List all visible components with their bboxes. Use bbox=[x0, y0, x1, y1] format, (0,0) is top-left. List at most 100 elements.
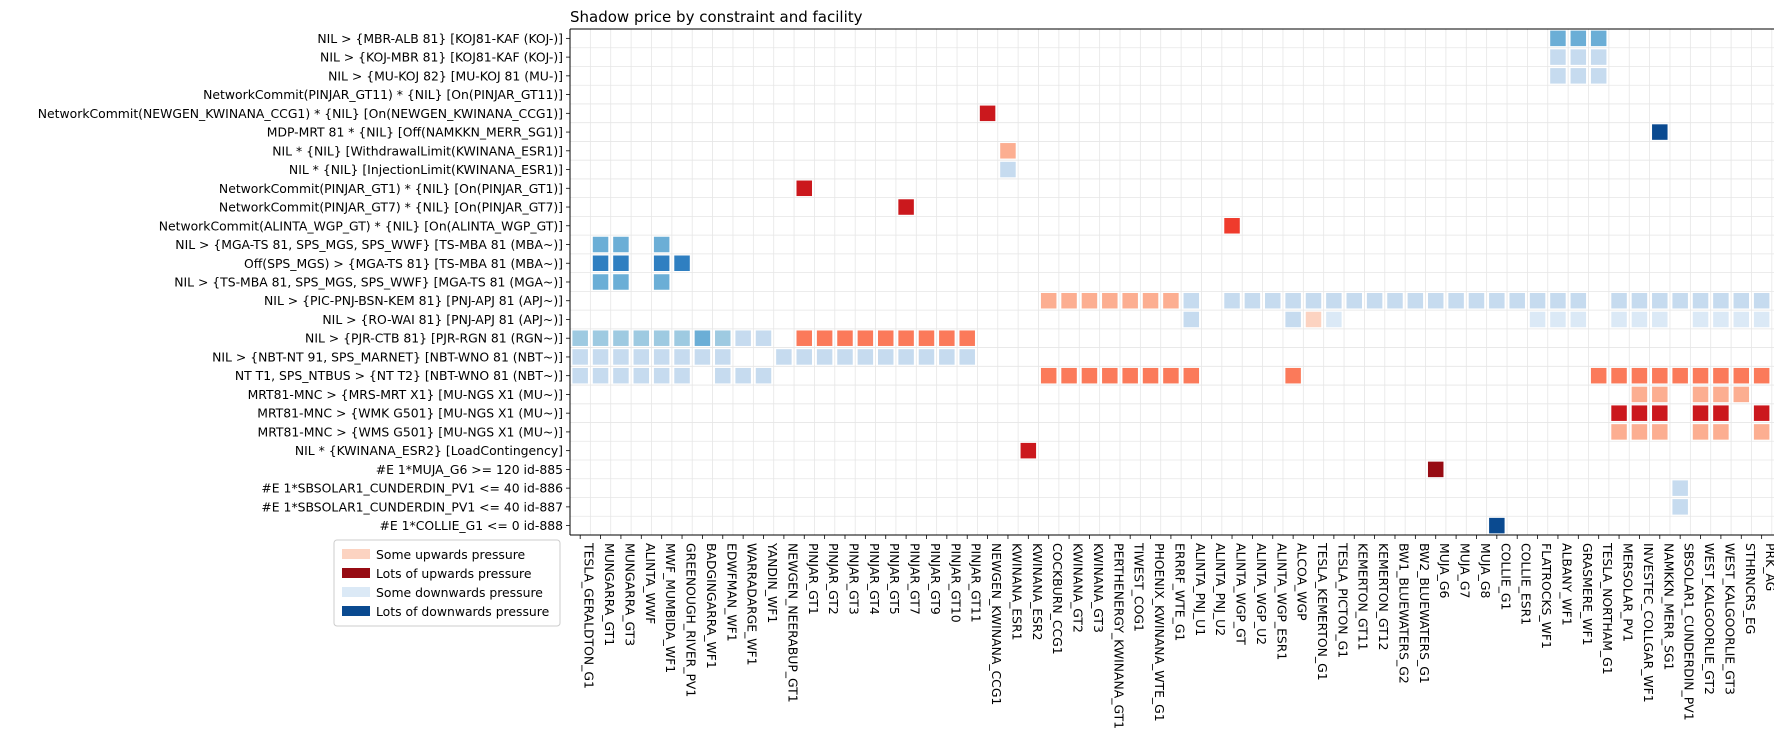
column-label: WARRADARGE_WF1 bbox=[745, 543, 760, 666]
heatmap-cell bbox=[1611, 312, 1627, 328]
heatmap-cell bbox=[1000, 143, 1016, 159]
column-label: COLLIE_ESR1 bbox=[1519, 543, 1534, 625]
heatmap-cell bbox=[1367, 293, 1383, 309]
heatmap-cell bbox=[797, 349, 813, 365]
heatmap-cell bbox=[634, 368, 650, 384]
heatmap-cell bbox=[837, 349, 853, 365]
column-label: EDWFMAN_WF1 bbox=[724, 543, 739, 642]
column-label: COCKBURN_CCG1 bbox=[1050, 543, 1065, 655]
row-label: MRT81-MNC > {WMS G501} [MU-NGS X1 (MU~)] bbox=[258, 424, 563, 439]
heatmap-cell bbox=[959, 330, 975, 346]
column-label: COLLIE_G1 bbox=[1498, 543, 1513, 610]
column-label: BW1_BLUEWATERS_G2 bbox=[1396, 543, 1411, 684]
heatmap-cell bbox=[572, 349, 588, 365]
column-label: ALBANY_WF1 bbox=[1559, 543, 1574, 626]
heatmap-cell bbox=[715, 349, 731, 365]
row-label: MDP-MRT 81 * {NIL} [Off(NAMKKN_MERR_SG1)… bbox=[267, 125, 563, 140]
row-label: NIL > {KOJ-MBR 81} [KOJ81-KAF (KOJ-)] bbox=[320, 50, 563, 65]
column-label: NEWGEN_NEERABUP_GT1 bbox=[785, 543, 800, 703]
heatmap-cell bbox=[1754, 405, 1770, 421]
heatmap-cell bbox=[1571, 293, 1587, 309]
heatmap-cell bbox=[1102, 368, 1118, 384]
heatmap-cell bbox=[898, 349, 914, 365]
column-label: KWINANA_GT3 bbox=[1091, 543, 1106, 633]
heatmap-cell bbox=[735, 368, 751, 384]
heatmap-cell bbox=[1591, 31, 1607, 47]
column-label: SBSOLAR1_CUNDERDIN_PV1 bbox=[1682, 543, 1697, 721]
heatmap-cell bbox=[1000, 162, 1016, 178]
heatmap-cell bbox=[1713, 368, 1729, 384]
column-label: PINJAR_GT10 bbox=[948, 543, 963, 623]
heatmap-cell bbox=[1387, 293, 1403, 309]
heatmap-cell bbox=[674, 368, 690, 384]
legend-swatch bbox=[342, 568, 370, 578]
heatmap-cell bbox=[1408, 293, 1424, 309]
axes bbox=[570, 29, 1774, 535]
heatmap-cell bbox=[695, 349, 711, 365]
column-label: MUNGARRA_GT3 bbox=[622, 543, 637, 646]
heatmap-cell bbox=[613, 349, 629, 365]
heatmap-cell bbox=[919, 349, 935, 365]
legend-label: Some downwards pressure bbox=[376, 585, 543, 600]
heatmap-cell bbox=[674, 256, 690, 272]
heatmap-cell bbox=[1184, 312, 1200, 328]
heatmap-cell bbox=[1550, 68, 1566, 84]
column-label: TESLA_PICTON_G1 bbox=[1335, 542, 1350, 658]
heatmap-cell bbox=[674, 330, 690, 346]
column-label: MUJA_G6 bbox=[1437, 543, 1452, 598]
heatmap-cell bbox=[1693, 293, 1709, 309]
heatmap-cell bbox=[878, 349, 894, 365]
legend-swatch bbox=[342, 587, 370, 597]
heatmap-cell bbox=[1713, 312, 1729, 328]
heatmap-cell bbox=[1632, 312, 1648, 328]
legend-label: Lots of downwards pressure bbox=[376, 604, 549, 619]
column-label: WEST_KALGOORLIE_GT2 bbox=[1702, 543, 1717, 695]
heatmap-cell bbox=[654, 349, 670, 365]
heatmap-cell bbox=[1224, 218, 1240, 234]
heatmap-cell bbox=[1489, 518, 1505, 534]
heatmap-cell bbox=[1632, 293, 1648, 309]
heatmap-cell bbox=[1632, 405, 1648, 421]
column-label: PINJAR_GT5 bbox=[887, 543, 902, 615]
heatmap-cell bbox=[1550, 49, 1566, 65]
row-label: MRT81-MNC > {MRS-MRT X1} [MU-NGS X1 (MU~… bbox=[248, 387, 563, 402]
heatmap-cell bbox=[1163, 293, 1179, 309]
heatmap-cell bbox=[797, 330, 813, 346]
heatmap-cell bbox=[613, 330, 629, 346]
column-label: MUJA_G7 bbox=[1458, 543, 1473, 598]
heatmap-cell bbox=[674, 349, 690, 365]
heatmap-cell bbox=[1713, 293, 1729, 309]
heatmap-cell bbox=[1184, 368, 1200, 384]
heatmap-cell bbox=[1672, 499, 1688, 515]
column-label: PINJAR_GT11 bbox=[969, 543, 984, 623]
row-label: NIL * {KWINANA_ESR2} [LoadContingency] bbox=[295, 443, 563, 458]
column-label: PRK_AG bbox=[1763, 543, 1774, 591]
heatmap-cell bbox=[1734, 387, 1750, 403]
heatmap-cell bbox=[1591, 368, 1607, 384]
row-label: NIL > {PIC-PNJ-BSN-KEM 81} [PNJ-APJ 81 (… bbox=[264, 293, 563, 308]
heatmap-cell bbox=[919, 330, 935, 346]
heatmap-cell bbox=[1652, 312, 1668, 328]
column-label: KEMERTON_GT11 bbox=[1356, 543, 1371, 650]
heatmap-cell bbox=[1754, 368, 1770, 384]
column-label: KWINANA_ESR1 bbox=[1009, 543, 1024, 640]
heatmap-cell bbox=[939, 349, 955, 365]
heatmap-cell bbox=[1265, 293, 1281, 309]
column-label: BADGINGARRA_WF1 bbox=[704, 543, 719, 669]
heatmap-cell bbox=[1672, 368, 1688, 384]
heatmap-cell bbox=[1082, 293, 1098, 309]
heatmap-cell bbox=[1163, 368, 1179, 384]
chart-title: Shadow price by constraint and facility bbox=[570, 8, 863, 26]
column-label: ERRRF_WTE_G1 bbox=[1172, 543, 1187, 641]
row-label: Off(SPS_MGS) > {MGA-TS 81} [TS-MBA 81 (M… bbox=[244, 256, 563, 271]
heatmap-cell bbox=[1652, 293, 1668, 309]
heatmap-cell bbox=[1652, 405, 1668, 421]
heatmap-cell bbox=[1571, 68, 1587, 84]
row-label: NIL > {PJR-CTB 81} [PJR-RGN 81 (RGN~)] bbox=[305, 331, 563, 346]
column-label: PINJAR_GT2 bbox=[826, 543, 841, 615]
row-label: NetworkCommit(PINJAR_GT11) * {NIL} [On(P… bbox=[203, 87, 563, 102]
column-label: MERSOLAR_PV1 bbox=[1621, 543, 1636, 642]
heatmap-cell bbox=[613, 256, 629, 272]
column-label: ALINTA_PNJ_U2 bbox=[1213, 543, 1228, 636]
